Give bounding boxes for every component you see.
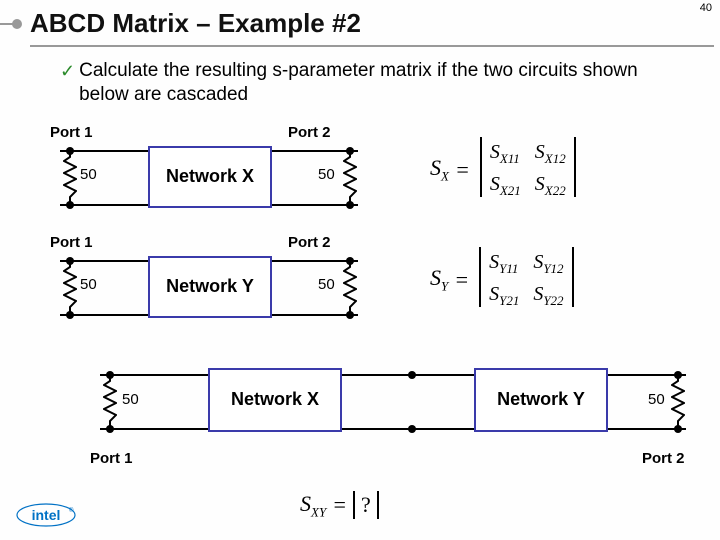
content-area: Port 1 Port 2 50 50 Network X Port 1 Por… [0,119,720,529]
slide-title: ABCD Matrix – Example #2 [30,8,361,39]
svg-text:®: ® [69,507,74,514]
node [408,425,416,433]
cascade-y-label: Network Y [497,389,585,410]
eq-sxy-lhs: SXY [300,491,326,520]
eq-sx-lhs: SX [430,155,449,184]
resistor-left [63,151,77,205]
circuit-x: Port 1 Port 2 50 50 Network X [40,124,380,219]
eq-sy-lhs: SY [430,265,448,294]
circuit-y: Port 1 Port 2 50 50 Network Y [40,234,380,329]
port1-label: Port 1 [90,450,133,467]
check-icon: ✓ [60,61,75,82]
network-y-label: Network Y [166,276,254,297]
title-row: ABCD Matrix – Example #2 [0,0,720,43]
eq-sxy-rhs: ? [355,492,377,518]
z-right: 50 [318,276,335,293]
bullet-row: ✓ Calculate the resulting s-parameter ma… [60,59,720,107]
port1-label: Port 1 [50,234,93,251]
eq-sy-matrix: SY11 SY12 SY21 SY22 [479,247,573,313]
network-y-box: Network Y [148,256,272,318]
wire [412,428,476,430]
slide-number: 40 [700,2,712,14]
eq-sx: SX = SX11 SX12 SX21 SX22 [430,137,576,203]
wire [412,374,476,376]
z-left: 50 [80,166,97,183]
port1-label: Port 1 [50,124,93,141]
port2-label: Port 2 [288,124,331,141]
node [408,371,416,379]
z-left: 50 [80,276,97,293]
wire [340,374,412,376]
resistor-right [343,261,357,315]
svg-text:intel: intel [32,507,61,523]
cascade-x-label: Network X [231,389,319,410]
eq-sxy: SXY = ? [300,491,379,520]
port2-label: Port 2 [288,234,331,251]
circuit-cascade: 50 50 Network X Network Y Port 1 Port 2 [70,354,690,474]
z-right: 50 [318,166,335,183]
title-decor-dot [12,19,22,29]
network-x-label: Network X [166,166,254,187]
cascade-y-box: Network Y [474,368,608,432]
cascade-x-box: Network X [208,368,342,432]
intel-logo: intel ® [16,503,76,532]
resistor-left [103,375,117,429]
wire [340,428,412,430]
eq-sx-matrix: SX11 SX12 SX21 SX22 [480,137,576,203]
eq-sy: SY = SY11 SY12 SY21 SY22 [430,247,574,313]
network-x-box: Network X [148,146,272,208]
z-right: 50 [648,391,665,408]
z-left: 50 [122,391,139,408]
bullet-text: Calculate the resulting s-parameter matr… [79,59,680,107]
port2-label: Port 2 [642,450,685,467]
title-underline [30,45,714,47]
resistor-left [63,261,77,315]
resistor-right [671,375,685,429]
resistor-right [343,151,357,205]
